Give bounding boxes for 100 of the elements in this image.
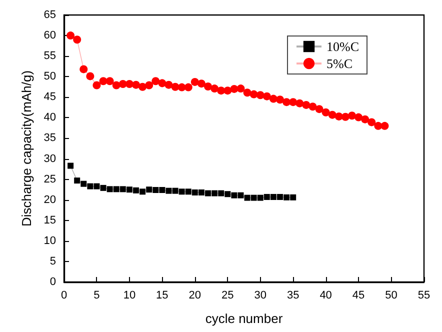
- x-tick-label: 0: [60, 290, 68, 302]
- point: [224, 191, 231, 198]
- point: [184, 83, 192, 92]
- point: [140, 188, 146, 195]
- y-tick-label: 10: [44, 234, 56, 247]
- point: [224, 86, 232, 95]
- point: [126, 186, 132, 193]
- point: [192, 189, 198, 196]
- point: [276, 96, 284, 104]
- point: [112, 81, 120, 90]
- x-tick-label: 25: [222, 290, 234, 302]
- point: [152, 77, 160, 86]
- point: [172, 188, 178, 194]
- y-axis-title: Discharge capacity(mAh/g): [18, 70, 34, 227]
- point: [190, 78, 199, 86]
- point: [380, 122, 389, 130]
- point: [185, 188, 192, 195]
- point: [289, 98, 298, 106]
- point: [87, 183, 94, 190]
- point: [68, 162, 74, 169]
- y-tick-label: 15: [44, 214, 56, 226]
- point: [231, 192, 238, 198]
- x-tick-label: 40: [320, 290, 332, 302]
- point: [145, 81, 154, 90]
- x-tick-label: 55: [418, 290, 430, 302]
- point: [257, 194, 264, 201]
- y-tick-label: 50: [44, 70, 56, 83]
- point: [197, 80, 206, 88]
- point: [66, 32, 75, 40]
- point: [244, 194, 250, 201]
- point: [256, 91, 264, 100]
- point: [132, 80, 140, 89]
- point: [113, 186, 120, 192]
- point: [315, 105, 324, 114]
- y-tick-label: 35: [44, 132, 56, 144]
- point: [198, 189, 204, 196]
- point: [158, 79, 166, 88]
- y-tick-label: 55: [44, 50, 56, 62]
- point: [374, 122, 382, 130]
- point: [106, 186, 113, 192]
- point: [334, 112, 343, 120]
- point: [218, 190, 224, 196]
- legend-label: 10%C: [326, 39, 359, 54]
- point: [284, 194, 290, 200]
- point: [322, 108, 330, 116]
- x-tick-label: 10: [123, 290, 136, 302]
- y-tick-label: 25: [44, 173, 56, 186]
- point: [212, 190, 218, 196]
- point: [269, 94, 278, 103]
- point: [138, 82, 147, 91]
- x-axis-title: cycle number: [205, 311, 284, 326]
- point: [262, 92, 271, 100]
- point: [270, 194, 276, 200]
- point: [100, 184, 106, 191]
- point: [341, 112, 350, 121]
- point: [152, 186, 159, 193]
- x-tick-label: 30: [254, 290, 266, 302]
- point: [210, 84, 219, 93]
- point: [277, 194, 283, 200]
- legend-label: 5%C: [326, 56, 352, 71]
- point: [296, 99, 304, 108]
- point: [133, 187, 139, 194]
- point: [106, 77, 114, 86]
- point: [282, 98, 291, 106]
- point: [238, 192, 244, 198]
- x-tick-label: 15: [156, 290, 168, 302]
- y-tick-label: 40: [44, 112, 56, 124]
- point: [86, 72, 94, 80]
- x-tick-label: 5: [94, 290, 100, 302]
- point: [92, 81, 101, 90]
- point: [164, 80, 173, 89]
- y-tick-label: 0: [50, 276, 56, 288]
- point: [94, 183, 100, 190]
- point: [230, 84, 238, 93]
- point: [361, 115, 370, 124]
- point: [204, 82, 212, 90]
- point: [217, 86, 226, 95]
- point: [166, 188, 172, 194]
- y-tick-label: 5: [50, 255, 56, 268]
- x-tick-label: 50: [385, 290, 398, 302]
- point: [354, 113, 363, 122]
- point: [80, 180, 87, 187]
- point: [308, 102, 317, 111]
- point: [205, 190, 211, 196]
- point: [264, 194, 270, 200]
- point: [120, 186, 126, 192]
- point: [74, 178, 80, 184]
- point: [328, 110, 336, 119]
- point: [250, 194, 257, 201]
- x-tick-label: 20: [188, 290, 202, 302]
- y-tick-label: 30: [44, 152, 56, 165]
- point: [73, 36, 82, 44]
- y-tick-label: 60: [44, 30, 56, 42]
- y-tick-label: 65: [44, 9, 56, 21]
- y-tick-label: 20: [44, 194, 56, 206]
- point: [159, 186, 166, 193]
- x-tick-label: 35: [286, 290, 300, 302]
- point: [125, 80, 134, 88]
- point: [80, 65, 88, 74]
- point: [236, 84, 245, 93]
